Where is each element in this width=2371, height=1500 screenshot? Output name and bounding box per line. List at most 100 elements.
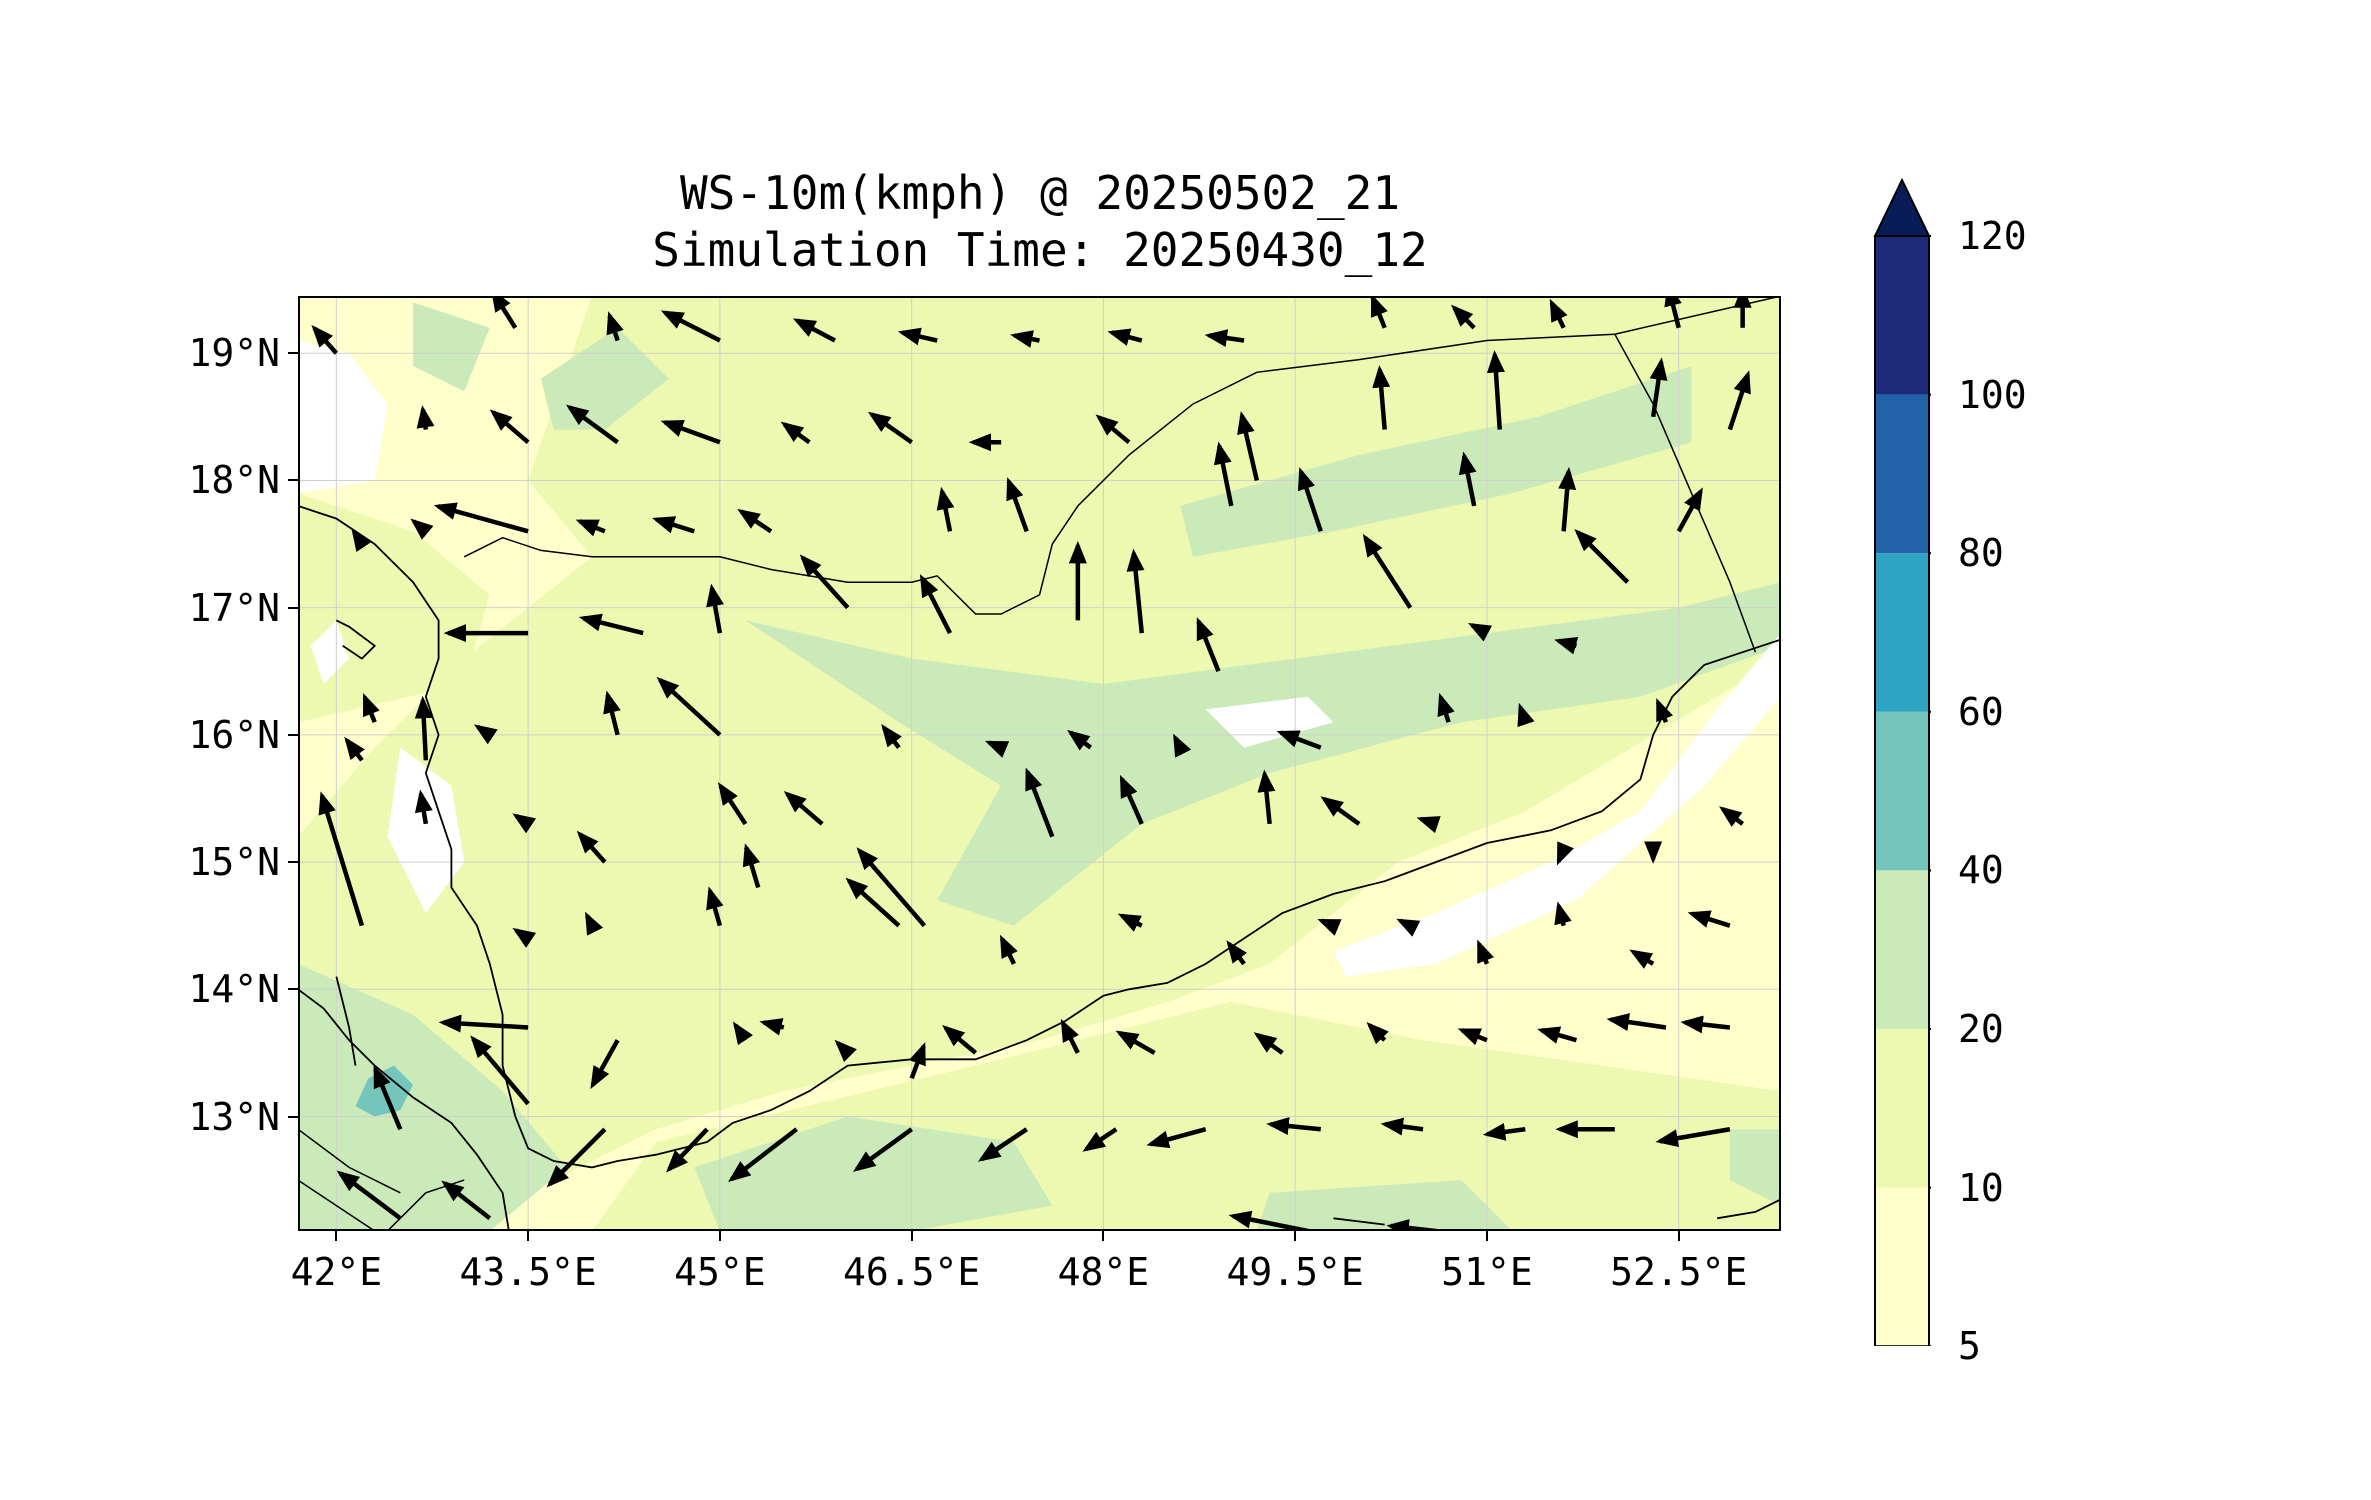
wind-arrow [1537, 1026, 1578, 1044]
colorbar-segment [1875, 394, 1929, 554]
wind-arrow [1253, 1032, 1284, 1055]
wind-arrow [512, 813, 537, 834]
wind-arrow [1649, 357, 1668, 418]
lat-tick-label: 14°N [188, 967, 280, 1012]
coastline [1716, 1198, 1781, 1220]
lon-tick-mark [718, 1231, 721, 1241]
wind-arrow [1486, 350, 1505, 430]
wind-arrow [474, 724, 498, 745]
coastline [298, 988, 510, 1231]
wind-arrow [728, 1127, 798, 1182]
coastline [336, 619, 377, 660]
wind-arrow [1146, 1127, 1207, 1149]
lat-tick-mark [288, 479, 298, 482]
wind-arrow [1458, 451, 1477, 507]
coastline [1333, 1217, 1385, 1226]
wind-zone [298, 340, 388, 494]
wind-arrow [1655, 1127, 1731, 1148]
wind-arrow [737, 508, 773, 534]
wind-arrow [441, 1180, 492, 1221]
lon-tick-label: 43.5°E [459, 1250, 597, 1294]
wind-arrow [1107, 328, 1143, 346]
wind-arrow [1257, 769, 1276, 825]
wind-arrow [1396, 918, 1421, 937]
wind-arrow [936, 486, 955, 532]
wind-arrow [1676, 487, 1703, 533]
coastline [298, 505, 1781, 1169]
wind-arrow [1719, 806, 1744, 827]
wind-arrow [1457, 1028, 1488, 1046]
wind-arrow [1680, 1015, 1731, 1034]
wind-arrow [585, 911, 604, 936]
wind-arrow [1025, 767, 1055, 838]
lat-tick-mark [288, 352, 298, 355]
lat-tick-mark [288, 1115, 298, 1118]
wind-arrow [1467, 622, 1493, 642]
wind-arrow [908, 1042, 926, 1080]
wind-arrow [732, 1021, 753, 1046]
lon-tick-label: 46.5°E [843, 1250, 981, 1294]
wind-arrow [1366, 1022, 1389, 1045]
wind-arrow [575, 519, 606, 537]
wind-arrow [1556, 841, 1574, 866]
wind-arrow [1574, 529, 1630, 584]
colorbar-tick-label: 10 [1958, 1165, 2004, 1210]
lat-tick-label: 15°N [188, 840, 280, 885]
colorbar-segment [1875, 236, 1929, 395]
wind-arrow [1204, 329, 1245, 347]
wind-arrow [489, 409, 530, 445]
wind-arrow [799, 554, 850, 610]
wind-zone [1729, 1129, 1781, 1206]
lon-tick-mark [910, 1231, 913, 1241]
wind-arrow [1117, 913, 1143, 932]
wind-arrow [1727, 370, 1751, 431]
wind-arrow [1317, 918, 1342, 936]
wind-arrow [414, 695, 433, 761]
wind-arrow [373, 1065, 403, 1131]
wind-arrow [336, 1170, 402, 1221]
wind-arrow [576, 830, 607, 864]
lon-tick-label: 48°E [1057, 1250, 1150, 1294]
wind-arrow [1370, 296, 1388, 329]
colorbar-tick-label: 100 [1958, 372, 2027, 417]
wind-zone [745, 582, 1781, 926]
wind-arrow [942, 1025, 978, 1055]
wind-arrow [470, 1035, 530, 1106]
lon-tick-mark [527, 1231, 530, 1241]
title: WS-10m(kmph) @ 20250502_21 [679, 166, 1401, 220]
wind-arrow [759, 1018, 785, 1036]
lon-tick-mark [1102, 1231, 1105, 1241]
wind-arrow [1228, 1210, 1309, 1231]
wind-arrow [1606, 1013, 1667, 1031]
wind-arrow [867, 411, 913, 445]
wind-arrow [318, 791, 365, 927]
wind-arrow [1119, 774, 1144, 825]
colorbar-tick-label: 80 [1958, 531, 2004, 576]
colorbar [1873, 178, 1931, 1346]
wind-arrow [834, 1039, 857, 1062]
wind-arrow [1476, 939, 1494, 965]
wind-zone [528, 296, 1781, 570]
wind-arrow [897, 327, 938, 346]
lon-tick-mark [1294, 1231, 1297, 1241]
colorbar-segment [1875, 711, 1929, 871]
wind-arrow [1126, 548, 1145, 634]
wind-arrow [410, 518, 434, 540]
lat-tick-mark [288, 861, 298, 864]
wind-zone [298, 963, 567, 1231]
wind-arrow [1082, 1127, 1118, 1152]
wind-arrow [414, 789, 433, 825]
wind-arrow [603, 690, 621, 736]
wind-arrow [1320, 796, 1361, 826]
wind-arrow [1276, 730, 1322, 750]
wind-arrow [706, 886, 724, 927]
wind-arrow [666, 1127, 709, 1173]
wind-arrow [984, 740, 1010, 758]
colorbar-frame [1874, 235, 1930, 1346]
wind-arrow [660, 310, 721, 343]
wind-arrow [1372, 365, 1391, 430]
wind-arrow [977, 1127, 1028, 1162]
lon-tick-label: 45°E [674, 1250, 766, 1294]
wind-arrow [1226, 940, 1248, 966]
